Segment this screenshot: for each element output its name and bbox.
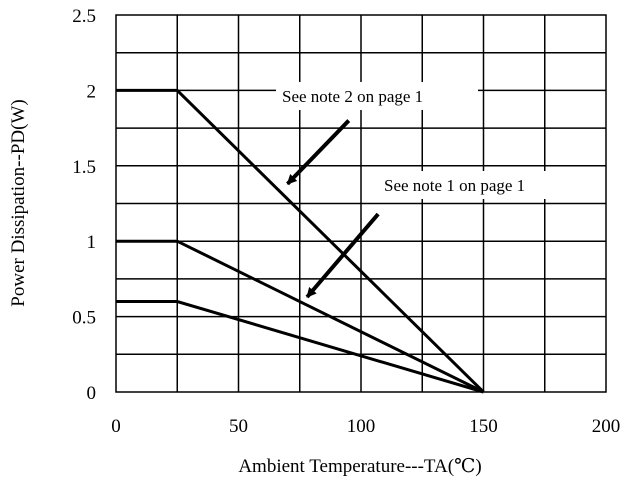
y-tick-label: 2 xyxy=(87,81,97,102)
y-tick-label: 1 xyxy=(87,232,97,253)
annotation-note-1: See note 2 on page 1 xyxy=(282,87,423,106)
derating-line-3 xyxy=(116,300,484,394)
annotation-note-2: See note 1 on page 1 xyxy=(384,176,525,195)
y-tick-label: 2.5 xyxy=(72,6,96,27)
y-tick-label: 0.5 xyxy=(72,308,96,329)
tick-labels: 0 50 100 150 200 0 0.5 1 1.5 2 2.5 xyxy=(72,6,620,437)
x-axis-label: Ambient Temperature---TA(℃) xyxy=(238,456,481,477)
annotation-background-1 xyxy=(276,82,478,110)
annotation-arrow-2 xyxy=(305,212,380,299)
grid xyxy=(116,15,606,392)
x-tick-label: 50 xyxy=(229,416,248,437)
derating-line-1 xyxy=(116,88,485,394)
x-tick-label: 0 xyxy=(111,416,121,437)
x-tick-label: 100 xyxy=(347,416,376,437)
annotations: See note 2 on page 1 See note 1 on page 1 xyxy=(276,82,580,299)
x-tick-label: 150 xyxy=(469,416,498,437)
x-tick-label: 200 xyxy=(592,416,621,437)
y-axis-label: Power Dissipation--PD(W) xyxy=(8,99,29,306)
annotation-background-2 xyxy=(378,171,580,199)
plot-frame xyxy=(115,14,607,393)
y-tick-label: 0 xyxy=(87,383,97,404)
annotation-arrow-1 xyxy=(286,119,351,186)
derating-line-2 xyxy=(116,239,485,394)
y-tick-label: 1.5 xyxy=(72,157,96,178)
series-layer xyxy=(116,88,485,394)
